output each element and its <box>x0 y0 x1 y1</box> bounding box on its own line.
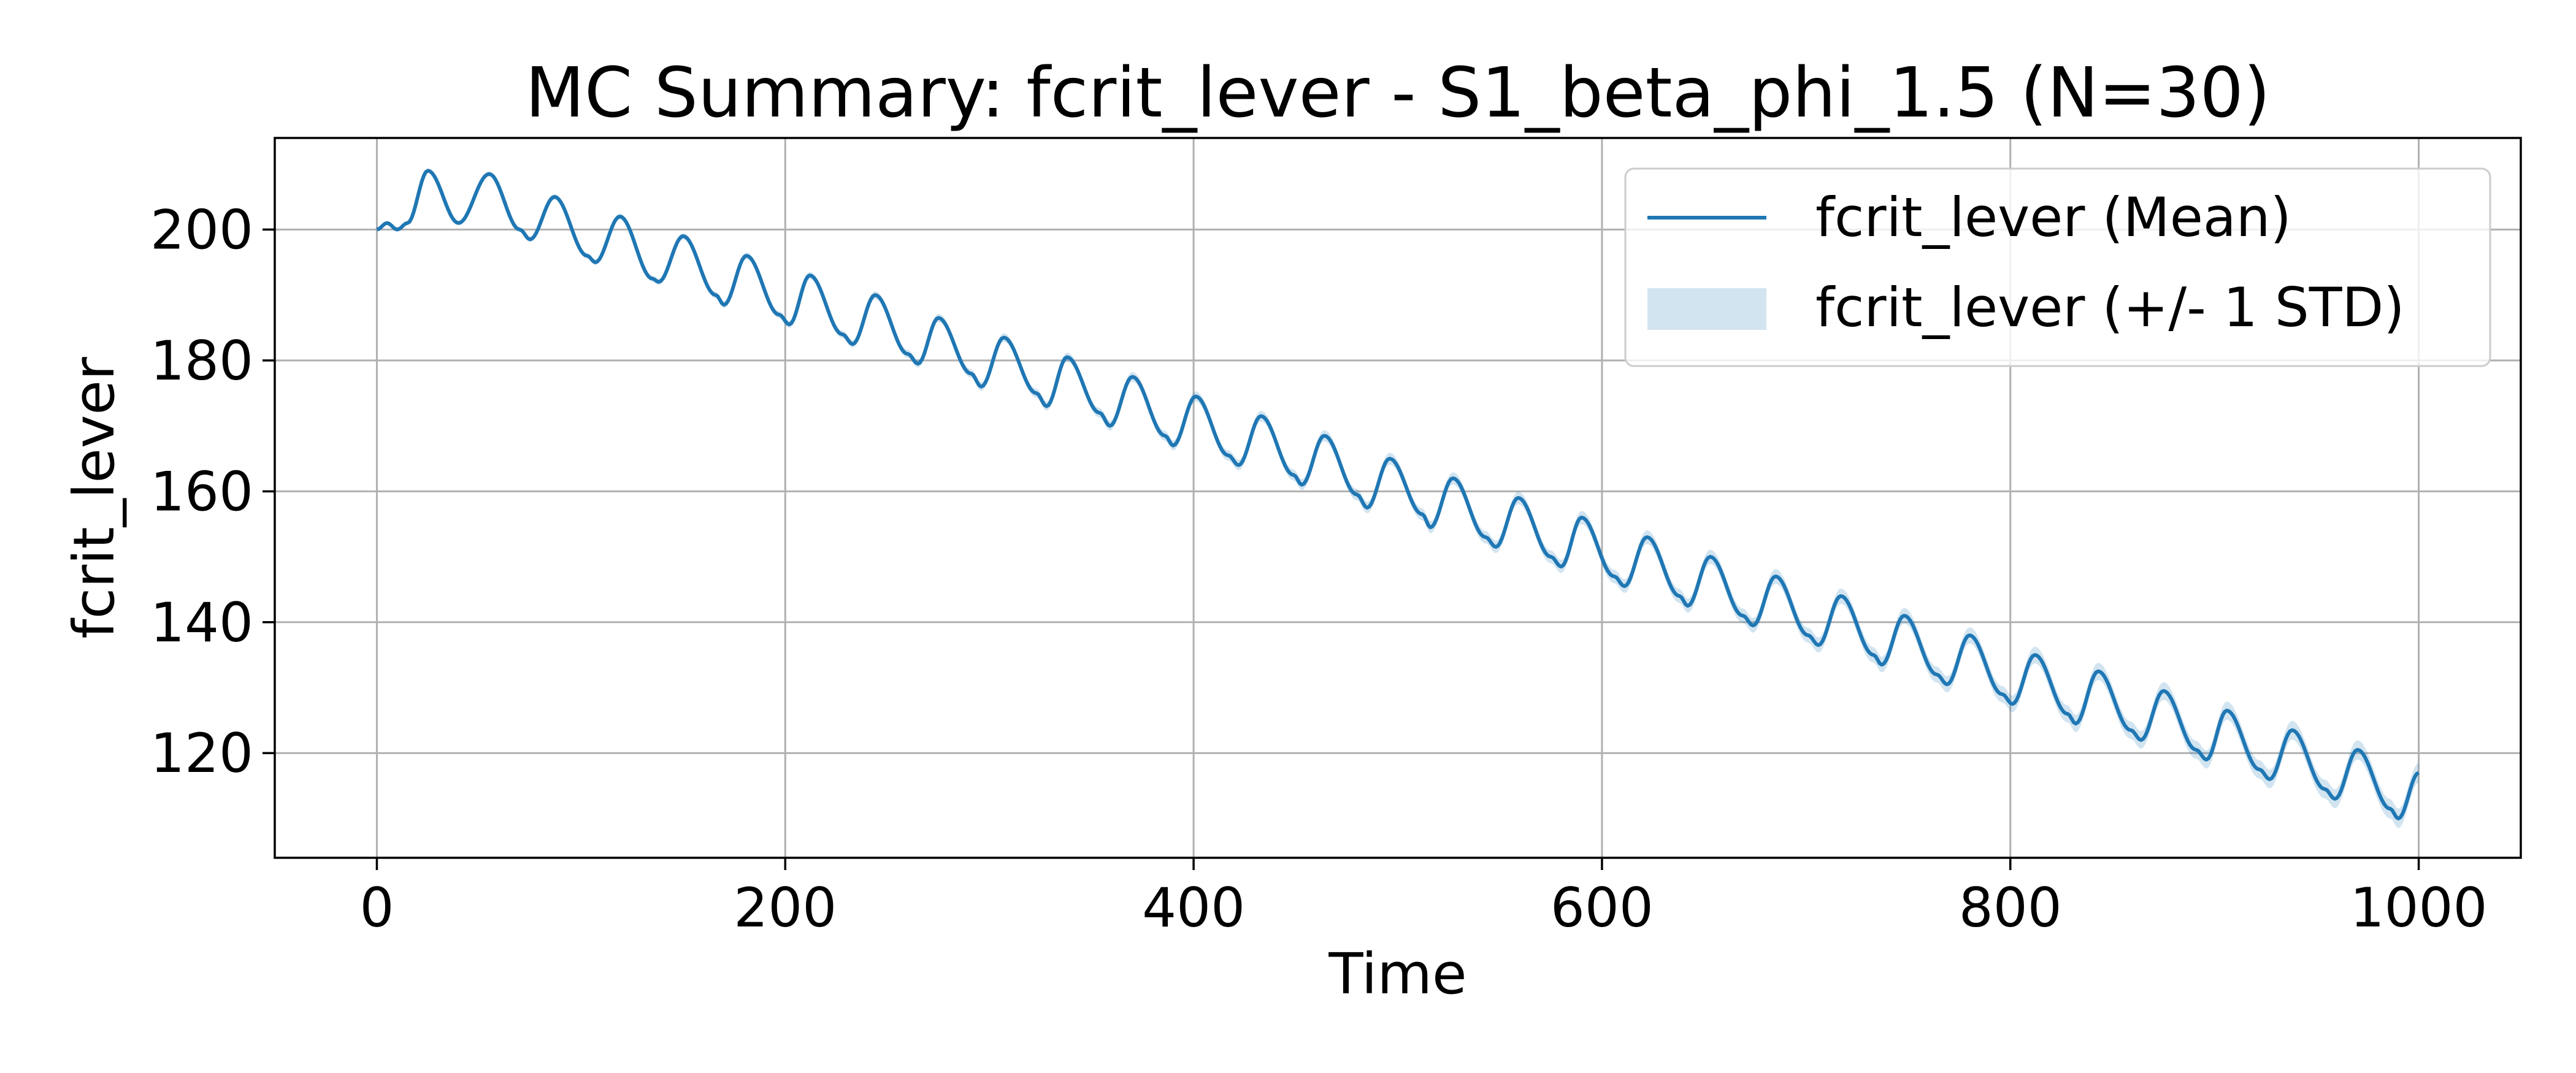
y-tick-label: 140 <box>150 591 253 654</box>
y-tick-label: 200 <box>150 198 253 261</box>
x-tick-label: 600 <box>1551 876 1654 939</box>
x-tick-label: 0 <box>359 876 394 939</box>
x-axis: 0 200 400 600 800 1000 <box>359 858 2488 939</box>
y-tick-label: 180 <box>150 329 253 392</box>
x-tick-label: 800 <box>1959 876 2062 939</box>
y-axis: 120 140 160 180 200 <box>150 198 275 785</box>
legend-box <box>1624 167 2491 367</box>
legend-mean-label: fcrit_lever (Mean) <box>1815 186 2291 249</box>
legend-band-swatch <box>1647 288 1766 330</box>
legend-band-label: fcrit_lever (+/- 1 STD) <box>1815 276 2405 339</box>
x-tick-label: 400 <box>1142 876 1245 939</box>
y-axis-label: fcrit_lever <box>61 357 127 639</box>
x-tick-label: 200 <box>734 876 837 939</box>
legend: fcrit_lever (Mean) fcrit_lever (+/- 1 ST… <box>1624 167 2491 367</box>
y-tick-label: 120 <box>150 722 253 785</box>
x-tick-label: 1000 <box>2350 876 2488 939</box>
chart-title: MC Summary: fcrit_lever - S1_beta_phi_1.… <box>525 53 2270 133</box>
y-tick-label: 160 <box>150 460 253 523</box>
x-axis-label: Time <box>1328 941 1466 1007</box>
line-layer <box>376 169 2420 820</box>
mean-line <box>376 169 2420 820</box>
plot-frame <box>274 137 2522 859</box>
